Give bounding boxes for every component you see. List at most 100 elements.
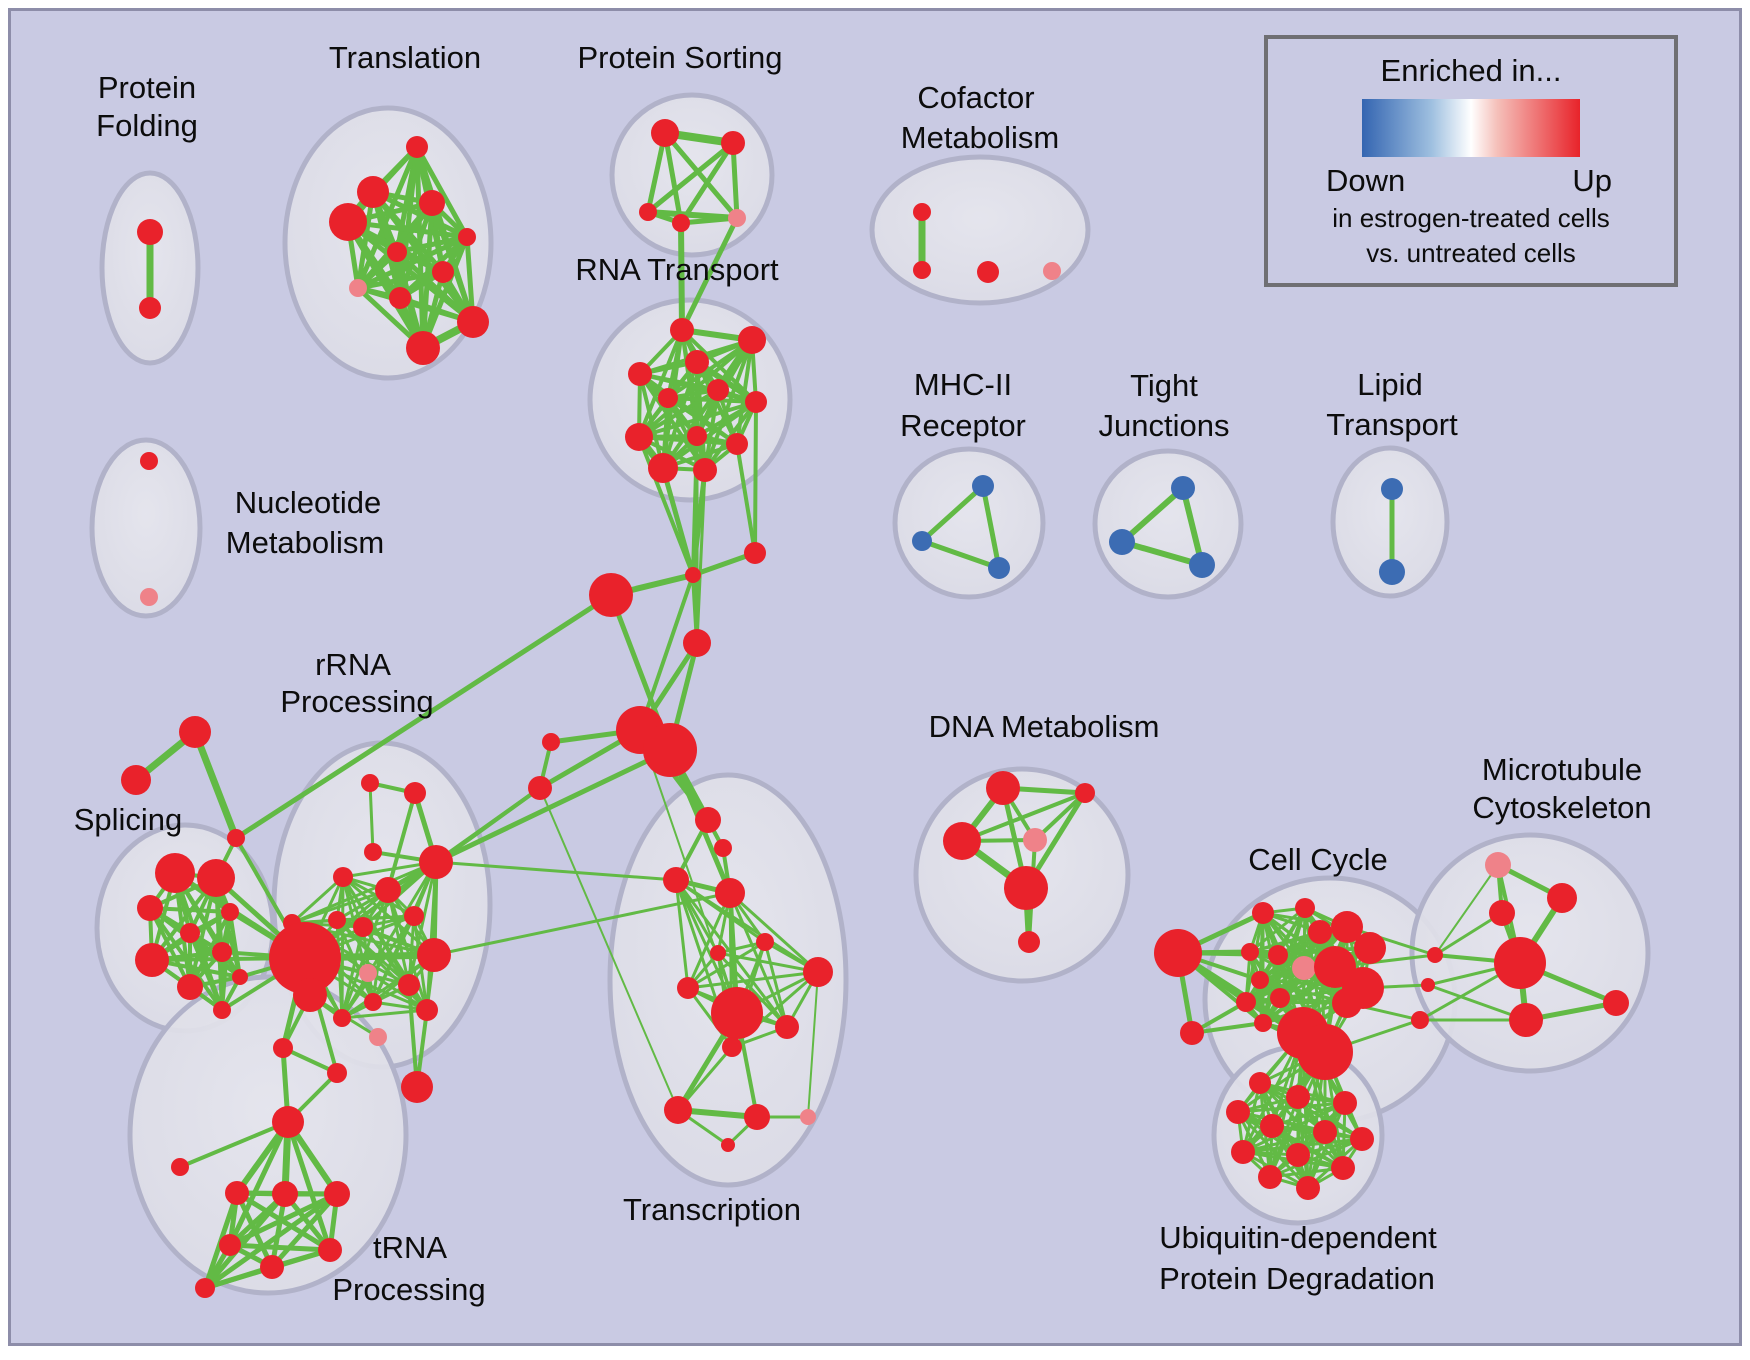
network-node [1427, 947, 1443, 963]
cluster-label-microtubule-cytoskeleton-1: Cytoskeleton [1472, 790, 1651, 825]
network-node [140, 452, 158, 470]
network-node [1023, 828, 1047, 852]
network-edge [1248, 906, 1307, 954]
network-edge [1268, 1101, 1347, 1179]
network-node [213, 1001, 231, 1019]
network-node [1331, 911, 1363, 943]
network-edge [355, 234, 470, 291]
network-node [1154, 929, 1202, 977]
network-edge [678, 140, 736, 226]
network-node [693, 458, 717, 482]
network-edge [666, 396, 739, 446]
network-edge [191, 728, 240, 842]
cluster-label-trna-processing-0: tRNA [373, 1230, 447, 1265]
network-node [419, 845, 453, 879]
network-node [1308, 920, 1332, 944]
network-edge [638, 372, 707, 472]
network-node [139, 297, 161, 319]
network-node [1236, 992, 1256, 1012]
cluster-label-mhc-ii-receptor-0: MHC-II [914, 367, 1012, 402]
network-edge [371, 888, 390, 1004]
network-node [180, 923, 200, 943]
network-edge [233, 592, 614, 841]
network-edge [666, 396, 758, 404]
network-node [800, 1109, 816, 1125]
network-node [913, 261, 931, 279]
network-edge [355, 269, 446, 291]
network-edge [227, 1191, 340, 1248]
network-node [404, 782, 426, 804]
cluster-label-nucleotide-metabolism-0: Nucleotide [235, 485, 381, 520]
network-node [643, 723, 697, 777]
network-edge [730, 140, 740, 221]
network-node [695, 807, 721, 833]
network-edge [290, 875, 345, 925]
legend-down-label: Down [1326, 163, 1406, 198]
network-node [707, 379, 729, 401]
network-edge [1236, 1110, 1272, 1179]
network-node [137, 895, 163, 921]
network-edge [1119, 485, 1186, 545]
network-node [651, 119, 679, 147]
network-node [269, 922, 341, 994]
network-node [1249, 1072, 1271, 1094]
network-node [1286, 1143, 1310, 1167]
cluster-label-lipid-transport-1: Transport [1326, 407, 1458, 442]
network-edge [639, 729, 738, 1014]
cluster-label-cell-cycle-0: Cell Cycle [1248, 842, 1388, 877]
cluster-label-protein-folding-1: Folding [96, 108, 198, 143]
network-node [1379, 559, 1405, 585]
cluster-label-cofactor-metabolism-1: Metabolism [901, 120, 1060, 155]
network-node [457, 306, 489, 338]
network-node [1350, 1127, 1374, 1151]
network-node [710, 945, 726, 961]
network-node [744, 542, 766, 564]
network-edge [202, 1191, 288, 1291]
network-node [1509, 1003, 1543, 1037]
network-edge [386, 791, 417, 892]
network-node [195, 1278, 215, 1298]
network-node [1313, 1120, 1337, 1144]
network-edge [763, 940, 789, 1029]
cluster-label-rna-transport-0: RNA Transport [575, 252, 779, 287]
network-node [1270, 988, 1290, 1008]
network-node [1421, 978, 1435, 992]
network-node [227, 829, 245, 847]
network-node [329, 203, 367, 241]
network-node [721, 1138, 735, 1152]
network-node [589, 573, 633, 617]
network-node [140, 588, 158, 606]
cluster-ellipse-mhc-ii-receptor [892, 446, 1046, 600]
network-node [1075, 783, 1095, 803]
network-edge [662, 130, 684, 226]
cluster-label-cofactor-metabolism-0: Cofactor [917, 80, 1034, 115]
network-edge [980, 483, 1002, 571]
cluster-label-dna-metabolism-0: DNA Metabolism [929, 709, 1160, 744]
network-node [528, 776, 552, 800]
legend-up-label: Up [1572, 163, 1612, 198]
network-node [333, 867, 353, 887]
network-node [1268, 945, 1288, 965]
network-edge [1433, 911, 1504, 957]
legend-title: Enriched in... [1380, 53, 1562, 88]
network-node [1547, 883, 1577, 913]
network-node [628, 362, 652, 386]
network-node [1180, 1021, 1204, 1045]
network-node [1332, 988, 1362, 1018]
network-edge [645, 209, 740, 221]
network-edge [960, 791, 1087, 843]
network-node [1333, 1091, 1357, 1115]
network-node [1018, 931, 1040, 953]
network-edge [679, 215, 740, 333]
network-node [672, 214, 690, 232]
network-node [1254, 1014, 1272, 1032]
network-node [687, 426, 707, 446]
cluster-label-nucleotide-metabolism-1: Metabolism [226, 525, 385, 560]
network-node [327, 1063, 347, 1083]
network-node [625, 423, 653, 451]
network-node [738, 326, 766, 354]
network-edge [637, 328, 684, 439]
network-edge [645, 140, 736, 215]
